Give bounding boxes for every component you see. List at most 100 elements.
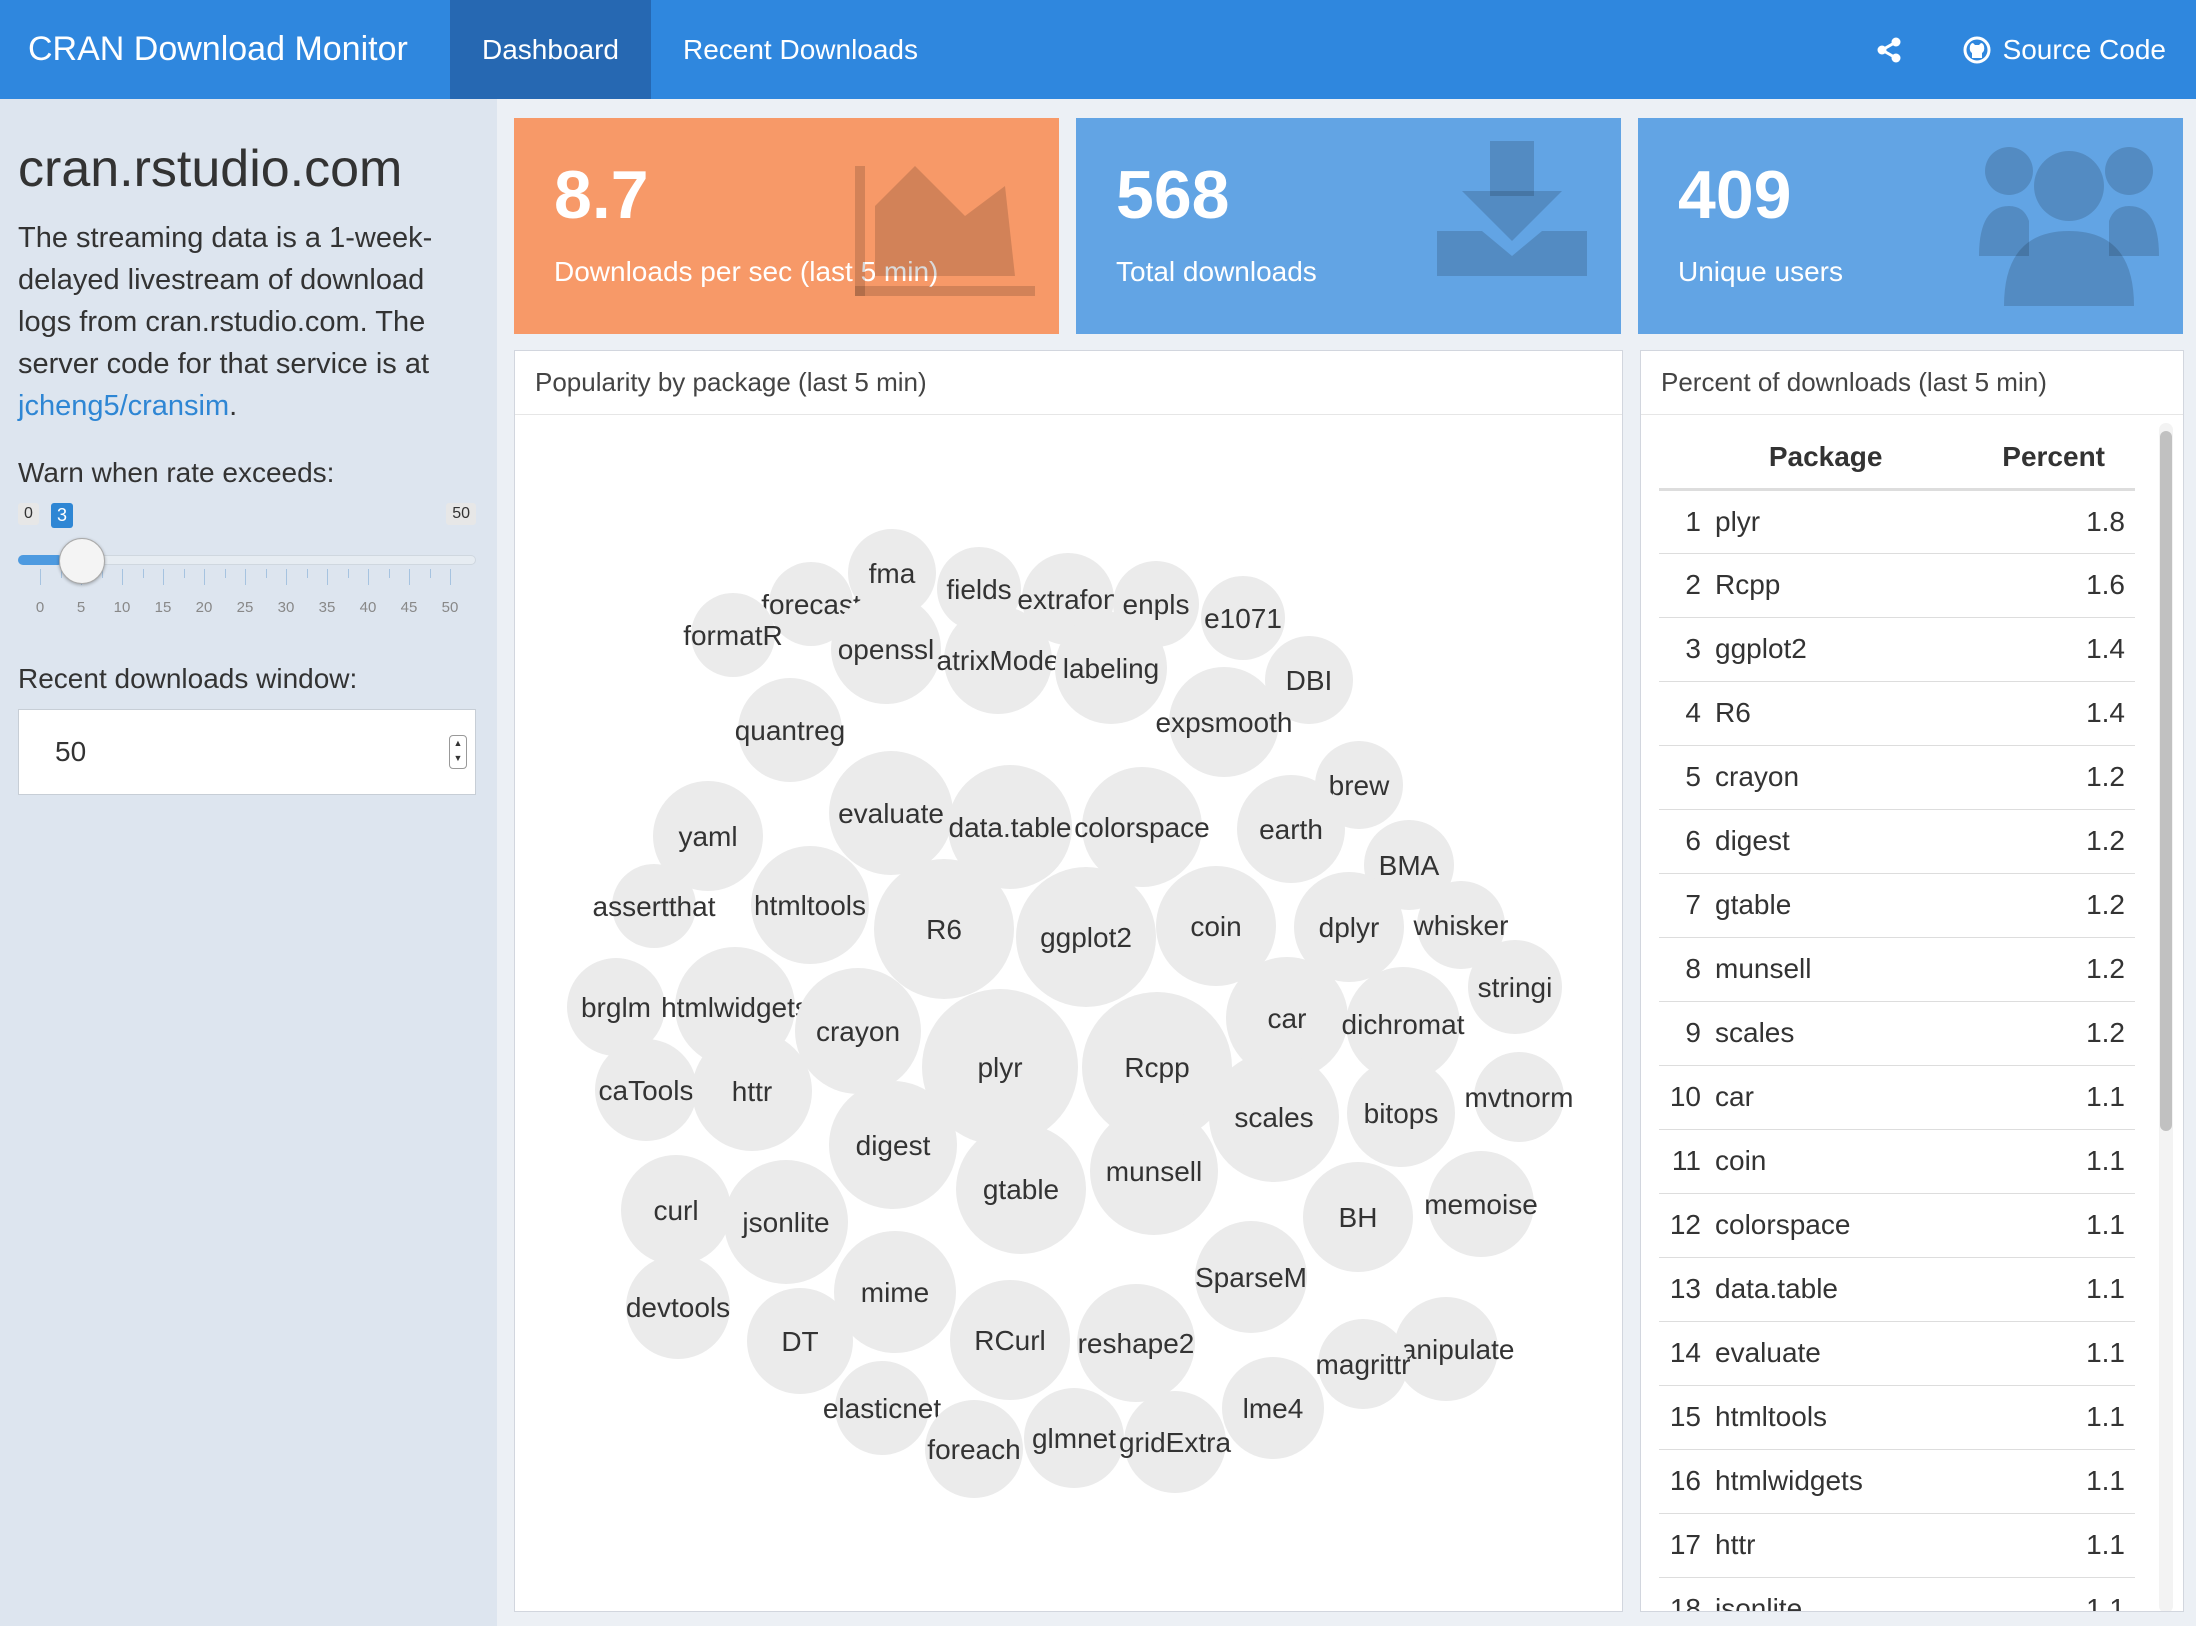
package-bubble[interactable]: brglm [567, 958, 665, 1056]
package-bubble[interactable]: dichromat [1342, 967, 1465, 1081]
package-bubble[interactable]: colorspace [1074, 767, 1210, 887]
col-package[interactable]: Package [1715, 427, 1937, 491]
package-bubble[interactable]: quantreg [735, 678, 846, 782]
package-bubble[interactable]: ggplot2 [1016, 867, 1156, 1007]
table-row[interactable]: 6 digest 1.2 [1659, 809, 2135, 873]
package-bubble[interactable]: yaml [653, 781, 763, 891]
package-bubble[interactable]: DT [747, 1288, 853, 1394]
table-row[interactable]: 18 jsonlite 1.1 [1659, 1577, 2135, 1611]
package-bubble[interactable]: formatR [683, 593, 783, 677]
table-row[interactable]: 4 R6 1.4 [1659, 681, 2135, 745]
share-icon [1877, 37, 1901, 62]
package-bubble[interactable]: data.table [948, 765, 1072, 889]
bubble-label: DT [781, 1326, 818, 1357]
table-row[interactable]: 3 ggplot2 1.4 [1659, 617, 2135, 681]
package-bubble[interactable]: caTools [595, 1039, 697, 1141]
package-bubble[interactable]: e1071 [1201, 576, 1285, 660]
col-percent[interactable]: Percent [1936, 427, 2135, 491]
table-row[interactable]: 13 data.table 1.1 [1659, 1257, 2135, 1321]
area-chart-icon [855, 166, 1035, 296]
table-row[interactable]: 10 car 1.1 [1659, 1065, 2135, 1129]
bubble-label: htmltools [754, 890, 866, 921]
package-bubble[interactable]: elasticnet [823, 1361, 942, 1455]
table-row[interactable]: 8 munsell 1.2 [1659, 937, 2135, 1001]
package-bubble[interactable]: fma [848, 529, 936, 617]
package-bubble[interactable]: labeling [1055, 612, 1167, 724]
package-bubble[interactable]: earth [1237, 775, 1345, 883]
package-bubble[interactable]: magrittr [1316, 1319, 1411, 1409]
bubble-circle [1318, 1319, 1408, 1409]
package-bubble[interactable]: jsonlite [724, 1160, 848, 1284]
table-row[interactable]: 7 gtable 1.2 [1659, 873, 2135, 937]
percent-panel: Percent of downloads (last 5 min) Packag… [1640, 350, 2184, 1612]
package-bubble[interactable]: coin [1156, 866, 1276, 986]
package-bubble[interactable]: glmnet [1024, 1388, 1124, 1488]
package-bubble[interactable]: plyr [922, 989, 1078, 1145]
package-bubble[interactable]: SparseM [1195, 1221, 1307, 1333]
bubble-circle [1346, 967, 1460, 1081]
package-bubble[interactable]: lme4 [1222, 1357, 1324, 1459]
slider-tick [40, 569, 41, 585]
package-bubble[interactable]: atrixMode [937, 606, 1060, 714]
table-row[interactable]: 2 Rcpp 1.6 [1659, 553, 2135, 617]
package-bubble[interactable]: RCurl [950, 1280, 1070, 1400]
package-bubble[interactable]: gridExtra [1119, 1391, 1231, 1493]
table-row[interactable]: 9 scales 1.2 [1659, 1001, 2135, 1065]
package-bubble[interactable]: curl [621, 1155, 731, 1265]
package-bubble[interactable]: BH [1303, 1162, 1413, 1272]
cransim-link[interactable]: jcheng5/cransim [18, 390, 230, 422]
scrollbar-thumb[interactable] [2160, 431, 2172, 1131]
table-row[interactable]: 15 htmltools 1.1 [1659, 1385, 2135, 1449]
package-bubble[interactable]: foreach [925, 1400, 1023, 1498]
package-bubble[interactable]: bitops [1347, 1059, 1455, 1167]
tab-recent-downloads[interactable]: Recent Downloads [682, 33, 919, 65]
table-row[interactable]: 16 htmlwidgets 1.1 [1659, 1449, 2135, 1513]
share-button[interactable] [1875, 36, 1903, 64]
package-bubble[interactable]: memoise [1424, 1151, 1538, 1257]
package-bubble[interactable]: car [1226, 957, 1348, 1079]
package-bubble[interactable]: gtable [956, 1124, 1086, 1254]
package-bubble[interactable]: htmltools [751, 846, 869, 964]
number-spinner[interactable]: ▲ ▼ [449, 735, 467, 769]
package-bubble[interactable]: whisker [1413, 881, 1509, 969]
package-bubble[interactable]: openssl [831, 594, 941, 704]
package-bubble[interactable]: munsell [1090, 1107, 1218, 1235]
package-bubble[interactable]: R6 [874, 859, 1014, 999]
package-bubble[interactable]: Rcpp [1082, 992, 1232, 1142]
table-row[interactable]: 12 colorspace 1.1 [1659, 1193, 2135, 1257]
package-bubble[interactable]: assertthat [593, 864, 716, 948]
nav-tabs: Dashboard Recent Downloads [450, 0, 950, 99]
package-bubble[interactable]: crayon [795, 968, 921, 1094]
table-row[interactable]: 5 crayon 1.2 [1659, 745, 2135, 809]
source-code-link[interactable]: Source Code [1963, 34, 2166, 66]
rate-slider[interactable]: 0 3 50 0 5 10 15 20 25 30 35 40 45 50 [18, 503, 476, 623]
package-bubble[interactable]: dplyr [1294, 872, 1404, 982]
tab-dashboard[interactable]: Dashboard [450, 0, 651, 99]
package-bubble[interactable]: DBI [1265, 636, 1353, 724]
bubble-label: magrittr [1316, 1349, 1411, 1380]
package-bubble[interactable]: stringi [1468, 940, 1562, 1034]
package-bubble[interactable]: forecast [761, 562, 861, 646]
bubble-label: assertthat [593, 891, 716, 922]
valuebox-rate: 8.7 Downloads per sec (last 5 min) [514, 118, 1059, 334]
window-number-input[interactable]: 50 ▲ ▼ [18, 709, 476, 795]
table-row[interactable]: 11 coin 1.1 [1659, 1129, 2135, 1193]
table-row[interactable]: 17 httr 1.1 [1659, 1513, 2135, 1577]
package-bubble[interactable]: reshape2 [1077, 1284, 1195, 1402]
package-bubble[interactable]: evaluate [829, 751, 953, 875]
package-bubble[interactable]: mime [834, 1231, 956, 1353]
package-bubble[interactable]: mvtnorm [1465, 1052, 1574, 1142]
table-row[interactable]: 1 plyr 1.8 [1659, 489, 2135, 553]
row-package: data.table [1715, 1273, 1838, 1304]
table-row[interactable]: 14 evaluate 1.1 [1659, 1321, 2135, 1385]
package-bubble[interactable]: digest [829, 1081, 957, 1209]
slider-handle[interactable] [59, 538, 105, 584]
sidebar-description: The streaming data is a 1-week-delayed l… [18, 217, 479, 427]
bubble-label: gtable [983, 1174, 1059, 1205]
table-scrollbar[interactable] [2159, 423, 2173, 1611]
package-bubble[interactable]: devtools [626, 1255, 730, 1359]
package-bubble[interactable]: httr [692, 1031, 812, 1151]
package-bubble[interactable]: expsmooth [1156, 667, 1293, 777]
bubble-circle [1237, 775, 1345, 883]
package-bubble[interactable]: scales [1209, 1052, 1339, 1182]
